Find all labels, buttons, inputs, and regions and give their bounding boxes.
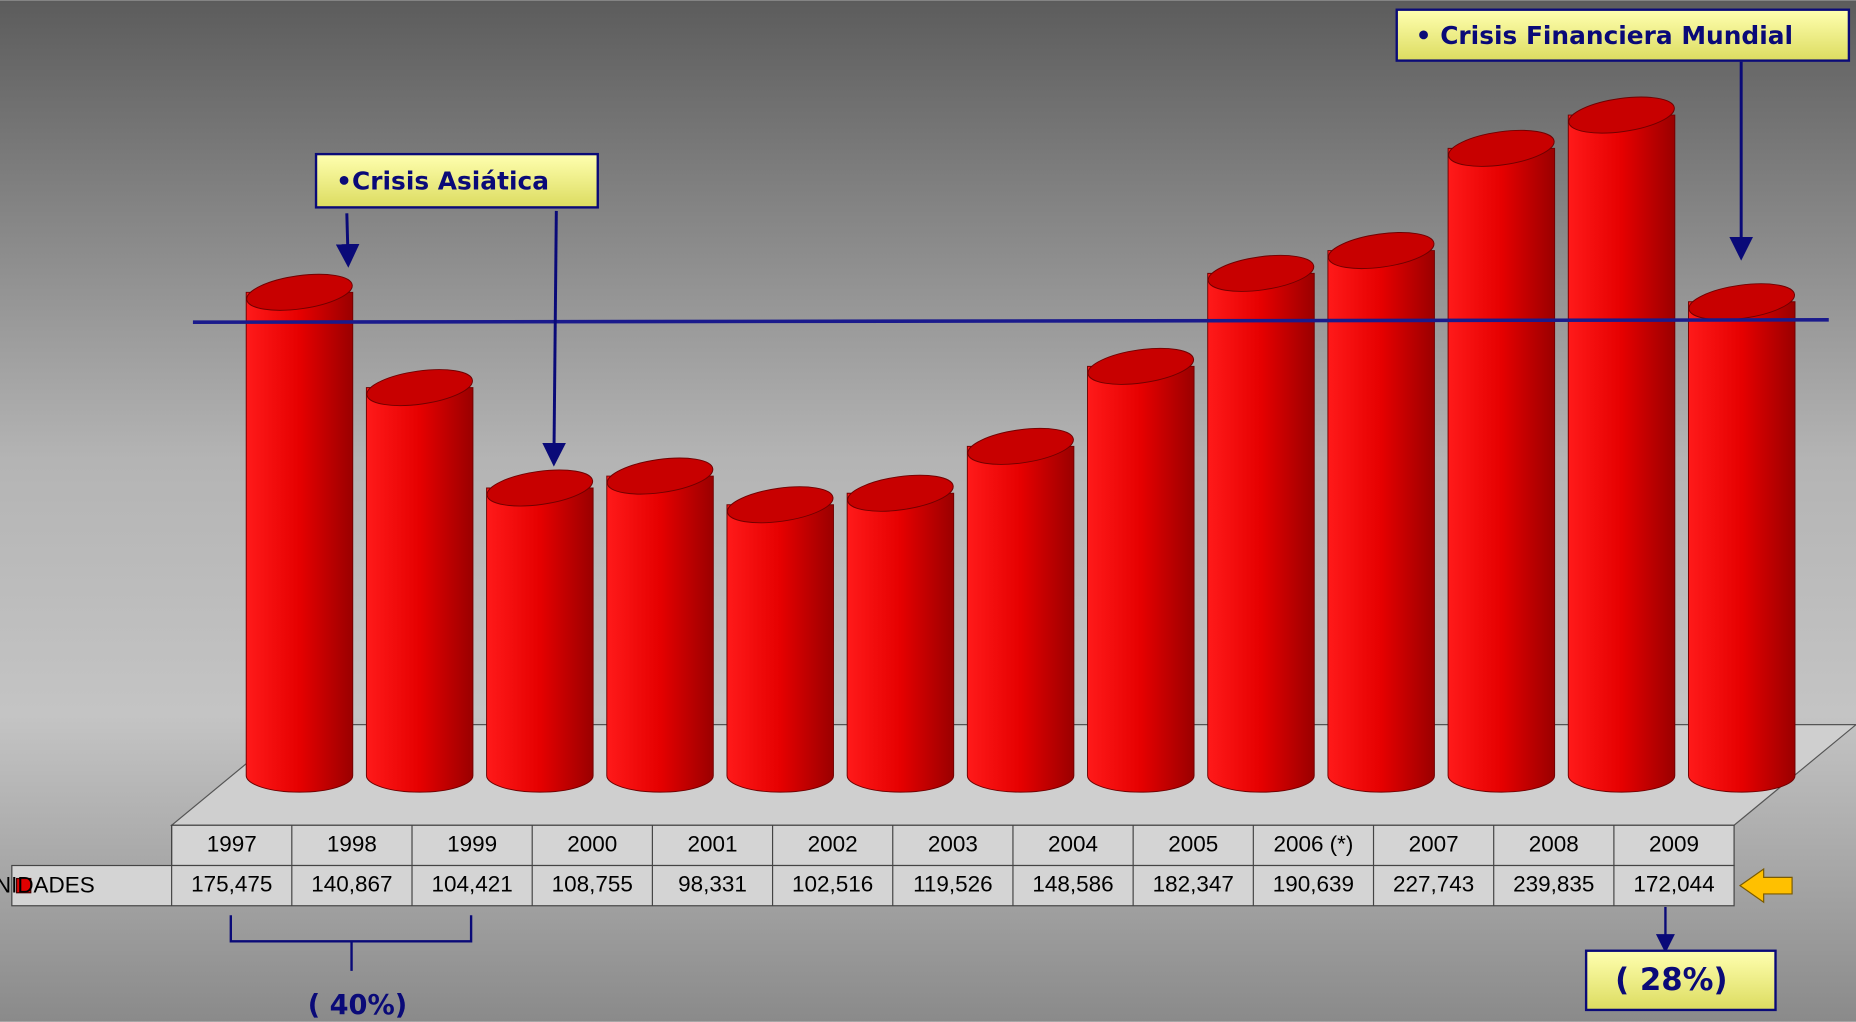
x-tick-label: 2003 xyxy=(928,831,978,856)
arrow xyxy=(335,213,360,268)
value-label: 182,347 xyxy=(1153,872,1234,897)
arrow xyxy=(542,210,566,467)
bars xyxy=(245,96,1796,793)
table-value-row xyxy=(11,864,1735,907)
bar-top xyxy=(1448,129,1555,167)
data-table: UNIDADES 1997 175,475 1998 140,867 1999 104,42… xyxy=(0,824,1735,907)
legend-key xyxy=(15,877,32,894)
value-label: 119,526 xyxy=(913,872,993,897)
x-tick-label: 2005 xyxy=(1168,831,1218,856)
x-tick-label: 2006 (*) xyxy=(1273,831,1353,856)
x-tick-label: 1998 xyxy=(327,831,377,856)
annotation: •Crisis Asiática xyxy=(336,167,549,196)
x-tick-label: 2008 xyxy=(1529,831,1579,856)
annotation: ( 40%) xyxy=(308,990,408,1021)
bar xyxy=(1687,301,1796,793)
x-tick-label: 2001 xyxy=(687,831,737,856)
bar xyxy=(1567,114,1676,793)
value-label: 190,639 xyxy=(1273,872,1354,897)
bar-top xyxy=(1688,283,1796,321)
bar-top xyxy=(366,369,473,407)
value-label: 148,586 xyxy=(1032,872,1113,897)
legend-label: UNIDADES xyxy=(0,873,95,898)
value-label: 175,475 xyxy=(191,872,272,897)
bar-top xyxy=(1568,96,1675,134)
annotation-box xyxy=(1584,949,1777,1012)
bar-top xyxy=(1207,254,1315,292)
bar-top xyxy=(246,273,353,311)
x-tick-label: 2004 xyxy=(1048,831,1098,856)
bar xyxy=(1447,147,1556,793)
annotation: ( 28%) xyxy=(1615,962,1727,998)
bar xyxy=(1327,250,1435,793)
value-label: 104,421 xyxy=(431,872,512,897)
bar-top xyxy=(606,457,714,495)
value-label: 227,743 xyxy=(1393,872,1474,897)
value-label: 140,867 xyxy=(311,872,392,897)
pointer-arrow xyxy=(1738,867,1793,904)
bar xyxy=(1087,365,1195,793)
bracket xyxy=(229,915,473,971)
bar xyxy=(726,504,834,793)
bar-top xyxy=(726,486,834,524)
value-label: 239,835 xyxy=(1513,872,1594,897)
reference-line xyxy=(192,318,1829,324)
annotation-box xyxy=(1395,8,1851,62)
bar xyxy=(846,492,955,793)
bar xyxy=(486,487,594,793)
bar-top xyxy=(847,474,954,512)
x-tick-label: 1999 xyxy=(447,831,497,856)
x-tick-label: 2000 xyxy=(567,831,617,856)
bar xyxy=(966,445,1075,793)
value-label: 108,755 xyxy=(552,872,633,897)
bar xyxy=(245,291,354,793)
annotation: • Crisis Financiera Mundial xyxy=(1416,21,1793,50)
bar-top xyxy=(1087,347,1195,385)
table-header-row xyxy=(171,824,1735,867)
value-label: 98,331 xyxy=(678,872,747,897)
value-label: 102,516 xyxy=(792,872,873,897)
bar xyxy=(1207,272,1315,793)
x-tick-label: 1997 xyxy=(207,831,257,856)
bar-top xyxy=(486,469,594,507)
bar-top xyxy=(967,427,1074,465)
value-label: 172,044 xyxy=(1633,872,1714,897)
bar-top xyxy=(1327,232,1435,270)
bar xyxy=(365,387,474,793)
x-tick-label: 2002 xyxy=(808,831,858,856)
x-tick-label: 2009 xyxy=(1649,831,1699,856)
bar xyxy=(606,475,714,793)
annotation-box xyxy=(314,152,599,209)
x-tick-label: 2007 xyxy=(1409,831,1459,856)
